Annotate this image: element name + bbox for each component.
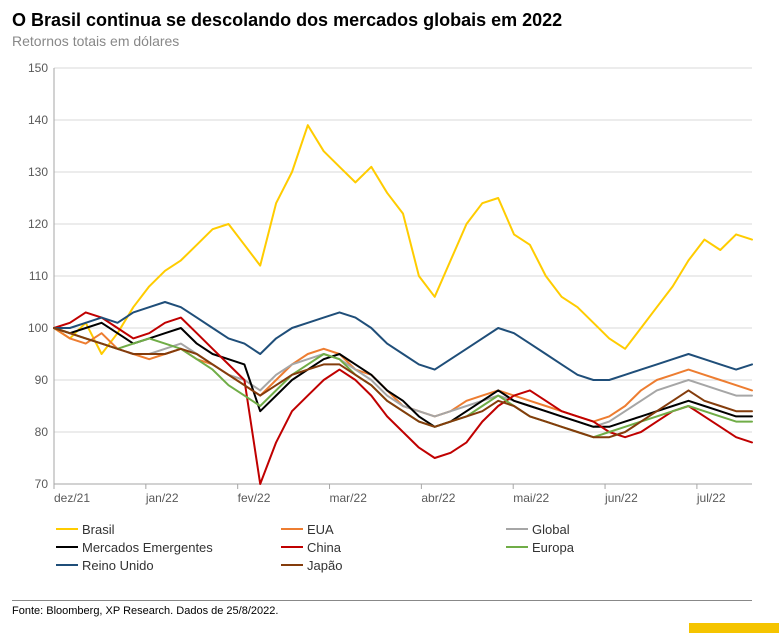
legend-swatch — [506, 528, 528, 531]
legend-label: Global — [532, 522, 570, 537]
svg-text:140: 140 — [28, 113, 48, 127]
legend-label: Mercados Emergentes — [82, 540, 213, 555]
legend-item-eua: EUA — [281, 520, 506, 538]
legend-item-europa: Europa — [506, 538, 731, 556]
chart-legend: Brasil EUA Global Mercados Emergentes China E… — [56, 520, 736, 574]
legend-swatch — [281, 546, 303, 549]
svg-text:fev/22: fev/22 — [238, 491, 271, 505]
svg-text:130: 130 — [28, 165, 48, 179]
series-japão — [54, 328, 752, 437]
series-europa — [54, 328, 752, 437]
brand-accent-bar — [689, 623, 779, 633]
svg-text:80: 80 — [35, 425, 49, 439]
legend-item-japão: Japão — [281, 556, 506, 574]
svg-text:70: 70 — [35, 477, 49, 491]
svg-text:150: 150 — [28, 62, 48, 75]
legend-swatch — [56, 564, 78, 567]
svg-text:120: 120 — [28, 217, 48, 231]
chart-title: O Brasil continua se descolando dos merc… — [0, 0, 779, 31]
legend-item-global: Global — [506, 520, 731, 538]
legend-item-brasil: Brasil — [56, 520, 281, 538]
legend-label: EUA — [307, 522, 334, 537]
legend-label: Reino Unido — [82, 558, 154, 573]
legend-swatch — [281, 564, 303, 567]
svg-text:90: 90 — [35, 373, 49, 387]
legend-swatch — [281, 528, 303, 531]
series-china — [54, 312, 752, 484]
legend-item-mercados-emergentes: Mercados Emergentes — [56, 538, 281, 556]
svg-text:mar/22: mar/22 — [330, 491, 368, 505]
svg-text:jun/22: jun/22 — [604, 491, 638, 505]
line-chart: 70 80 90 100 110 120 130 140 150 dez/21 jan/22 fev/… — [12, 62, 762, 512]
legend-item-reino-unido: Reino Unido — [56, 556, 281, 574]
legend-label: Brasil — [82, 522, 115, 537]
svg-text:jul/22: jul/22 — [696, 491, 726, 505]
chart-source: Fonte: Bloomberg, XP Research. Dados de … — [12, 600, 752, 617]
svg-text:jan/22: jan/22 — [145, 491, 179, 505]
legend-swatch — [56, 546, 78, 549]
legend-item-china: China — [281, 538, 506, 556]
svg-text:dez/21: dez/21 — [54, 491, 90, 505]
legend-swatch — [56, 528, 78, 531]
legend-label: China — [307, 540, 341, 555]
chart-svg: 70 80 90 100 110 120 130 140 150 dez/21 jan/22 fev/… — [12, 62, 762, 512]
svg-text:110: 110 — [29, 269, 48, 283]
svg-text:abr/22: abr/22 — [421, 491, 455, 505]
legend-swatch — [506, 546, 528, 549]
legend-label: Japão — [307, 558, 342, 573]
svg-text:mai/22: mai/22 — [513, 491, 549, 505]
chart-subtitle: Retornos totais em dólares — [0, 31, 779, 49]
legend-label: Europa — [532, 540, 574, 555]
svg-text:100: 100 — [28, 321, 48, 335]
series-brasil — [54, 125, 752, 354]
